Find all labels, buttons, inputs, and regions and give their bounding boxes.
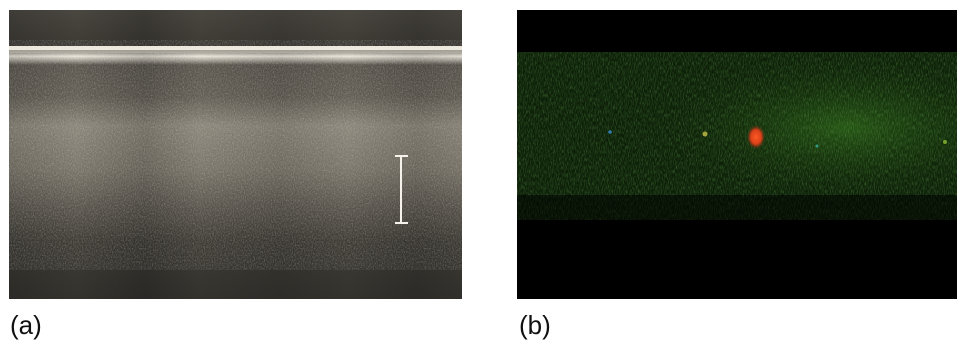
scale-bar	[395, 155, 408, 224]
scan-image-a	[9, 10, 462, 299]
panel-b-caption: (b)	[519, 310, 551, 340]
fluorescence-image-b	[517, 10, 957, 299]
red-fluorescent-spot	[747, 125, 765, 149]
panel-a-caption: (a)	[10, 310, 42, 340]
image-panel-b	[517, 10, 957, 299]
image-panel-a	[9, 10, 462, 299]
